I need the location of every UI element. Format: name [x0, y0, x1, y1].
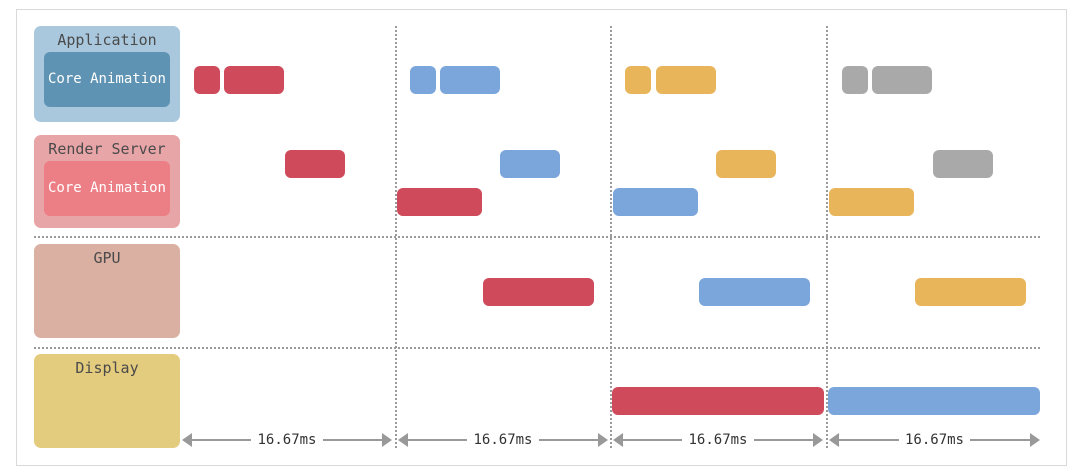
lane-separator-2: [34, 347, 1040, 349]
frame4-app-block-small: [842, 66, 868, 94]
interval-4-label: 16.67ms: [898, 432, 970, 448]
frame4-app-block: [872, 66, 932, 94]
frame2-gpu-block: [699, 278, 810, 306]
arrow-right-icon: [382, 433, 392, 447]
arrow-left-icon: [182, 433, 192, 447]
interval-2: 16.67ms: [398, 430, 608, 450]
frame3-render-commit-block: [716, 150, 776, 178]
lane-render-server: Render Server Core Animation: [34, 135, 180, 228]
arrow-left-icon: [613, 433, 623, 447]
frame3-render-block: [829, 188, 914, 216]
lane-separator-1: [34, 236, 1040, 238]
frame1-gpu-block: [483, 278, 594, 306]
interval-3: 16.67ms: [613, 430, 823, 450]
application-core-animation-box: Core Animation: [44, 52, 170, 107]
interval-4: 16.67ms: [829, 430, 1040, 450]
frame2-render-commit-block: [500, 150, 560, 178]
lane-display: Display: [34, 354, 180, 448]
frame3-gpu-block: [915, 278, 1026, 306]
frame2-display-block: [828, 387, 1040, 415]
arrow-left-icon: [829, 433, 839, 447]
render-server-core-animation-box: Core Animation: [44, 161, 170, 216]
lane-display-label: Display: [75, 359, 139, 377]
frame2-app-block-small: [410, 66, 436, 94]
frame3-app-block: [656, 66, 716, 94]
interval-1: 16.67ms: [182, 430, 392, 450]
arrow-right-icon: [1030, 433, 1040, 447]
interval-3-label: 16.67ms: [682, 432, 754, 448]
frame3-app-block-small: [625, 66, 651, 94]
frame2-app-block: [440, 66, 500, 94]
frame1-app-block-small: [194, 66, 220, 94]
frame1-render-commit-block: [285, 150, 345, 178]
frame1-render-block: [397, 188, 482, 216]
arrow-right-icon: [598, 433, 608, 447]
frame2-render-block: [613, 188, 698, 216]
arrow-right-icon: [813, 433, 823, 447]
interval-1-label: 16.67ms: [251, 432, 323, 448]
lane-gpu-label: GPU: [93, 249, 121, 267]
frame1-display-block: [612, 387, 824, 415]
interval-2-label: 16.67ms: [467, 432, 539, 448]
arrow-left-icon: [398, 433, 408, 447]
lane-application: Application Core Animation: [34, 26, 180, 122]
lane-gpu: GPU: [34, 244, 180, 338]
lane-render-server-label: Render Server: [48, 140, 166, 158]
frame1-app-block: [224, 66, 284, 94]
frame4-render-commit-block: [933, 150, 993, 178]
lane-application-label: Application: [57, 31, 157, 49]
